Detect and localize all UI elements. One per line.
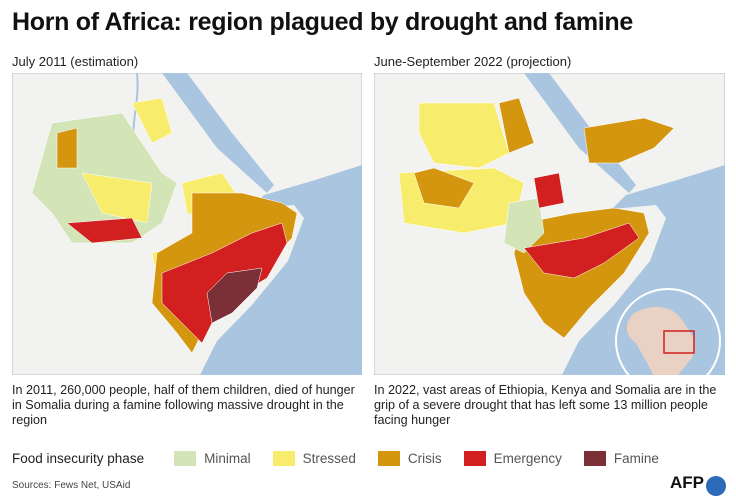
region <box>413 97 675 339</box>
logo: AFP <box>670 473 704 492</box>
legend-swatch <box>174 450 197 466</box>
source: Sources: Fews Net, USAid <box>12 480 131 491</box>
legend-label: Emergency <box>493 450 562 466</box>
legend-label: Famine <box>613 450 659 466</box>
legend-label: Crisis <box>407 450 442 466</box>
legend-item: Stressed <box>272 450 356 466</box>
legend-title: Food insecurity phase <box>12 450 145 466</box>
legend-swatch <box>272 450 295 466</box>
legend-item: Crisis <box>377 450 442 466</box>
legend-swatch <box>377 450 400 466</box>
map-subtitle: July 2011 (estimation) <box>12 54 139 69</box>
logo-icon <box>706 476 726 496</box>
legend-item: Famine <box>583 450 659 466</box>
region <box>523 172 640 279</box>
legend-swatch <box>463 450 486 466</box>
map-2022 <box>374 73 725 375</box>
legend: Food insecurity phase Minimal Stressed Cri… <box>12 450 681 466</box>
region <box>206 267 263 324</box>
title: Horn of Africa: region plagued by drough… <box>12 8 633 36</box>
legend-swatch <box>583 450 606 466</box>
region <box>503 197 545 254</box>
legend-label: Minimal <box>204 450 251 466</box>
legend-item: Emergency <box>463 450 562 466</box>
map-subtitle: June-September 2022 (projection) <box>374 54 572 69</box>
legend-label: Stressed <box>302 450 356 466</box>
map-caption: In 2011, 260,000 people, half of them ch… <box>12 383 355 427</box>
legend-item: Minimal <box>174 450 251 466</box>
map-caption: In 2022, vast areas of Ethiopia, Kenya a… <box>374 383 717 427</box>
map-2011 <box>12 73 362 375</box>
